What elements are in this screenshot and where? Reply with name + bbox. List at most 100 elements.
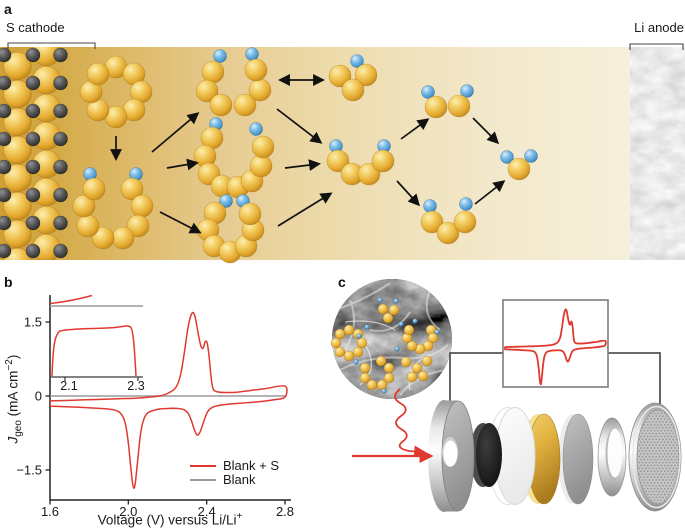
li2s8-open-ring [72,167,154,250]
carbon-sphere [53,243,68,259]
panel-label-b: b [4,274,13,290]
sulfur-sphere [383,362,395,374]
lithium-sphere [219,194,233,208]
lithium-sphere [350,54,364,68]
y-axis-label-exp: −2 [3,359,15,371]
s8-ring [79,55,153,129]
lithium-sphere [394,346,400,352]
sulfur-sphere [126,214,150,238]
reaction-arrow [400,118,430,140]
inset-plateau-curve [51,325,137,377]
sulfur-sphere [417,370,429,382]
li2s3-molecule [420,197,477,245]
y-axis-label-j: J [5,436,21,444]
cell-cap-with-hole [428,400,475,512]
panel-label-a: a [4,1,12,17]
sulfur-sphere [357,162,381,186]
legend-row-blank-s: Blank + S [190,459,279,473]
sulfur-sphere [366,379,378,391]
cell-spacer-ring [597,417,627,497]
sulfur-sphere [3,79,32,109]
sem-ring-right [401,324,439,355]
carbon-sphere [53,131,68,147]
sulfur-sphere [427,332,439,344]
sulfur-sphere [3,135,32,165]
sulfur-sphere [3,191,32,221]
y-axis-label-units: (mA cm [5,370,21,421]
reaction-arrow [277,192,333,227]
wire-left [449,352,503,404]
reaction-arrow [159,211,202,234]
carbon-sphere [0,75,12,91]
sulfur-sphere [209,93,233,117]
carbon-sphere [53,187,68,203]
lithium-sphere [421,85,435,99]
lithium-sphere [434,329,440,335]
sulfur-sphere [507,157,531,181]
li2s-molecule [500,149,538,181]
carbon-sphere [0,159,12,175]
lithium-sphere [381,388,387,394]
sulfur-sphere [248,78,272,102]
li-anode-label: Li anode [634,20,684,35]
lithium-sphere [356,333,362,339]
sulfur-sphere [421,355,433,367]
reaction-arrows [110,74,506,234]
li2s6-chain-top [195,47,272,117]
carbon-sphere [25,131,41,147]
sulfur-sphere [201,60,225,84]
panel-label-c: c [338,274,346,290]
lithium-sphere [398,321,404,327]
sulfur-sphere [3,51,32,81]
sulfur-sphere [328,64,352,88]
sulfur-sphere [406,371,418,383]
lithium-sphere [500,150,514,164]
sulfur-sphere [343,350,355,362]
carbon-sphere [0,131,12,147]
carbon-sphere [25,243,41,259]
panel-c-cell-schematic [330,279,682,512]
sulfur-sphere [356,337,368,349]
reaction-arrow [474,180,506,205]
sulfur-sphere [359,372,371,384]
lithium-sphere [460,84,474,98]
x-tick-label: 2.8 [276,504,294,519]
sulfur-sphere [354,63,378,87]
sulfur-sphere [376,379,388,391]
sulfur-sphere [91,226,115,250]
legend-row-blank: Blank [190,473,279,487]
reaction-arrow [396,180,421,207]
axis-ticks: 1.6 2.0 2.4 2.8 1.5 0 −1.5 [16,315,294,519]
sulfur-sphere [195,79,219,103]
legend-label-blank: Blank [223,472,256,487]
sulfur-sphere [330,337,342,349]
lithium-sphere [364,324,370,330]
reaction-arrow [166,158,199,171]
chart-legend: Blank + S Blank [190,459,279,487]
cv-inset: 2.1 2.3 [49,294,145,393]
sulfur-sphere [82,177,106,201]
li2s6-chain-bottom [196,194,265,264]
sulfur-sphere [326,149,350,173]
carbon-sphere [53,215,68,231]
sem-ring-bottom [359,355,395,391]
carbon-sphere [0,47,12,63]
cell-mesh-cap [628,402,682,512]
sulfur-sphere [382,312,394,324]
x-tick-label: 2.4 [198,504,216,519]
lithium-sphere [524,149,538,163]
sulfur-sphere [120,177,144,201]
sulfur-sphere [86,62,110,86]
x-axis-label-main: Voltage (V) versus Li/Li [97,512,237,528]
lithium-sphere [245,47,259,61]
sem-ring-left [330,324,368,362]
carbon-sphere [0,215,12,231]
sulfur-sphere [72,194,96,218]
sulfur-sphere [334,328,346,340]
sulfur-sphere [420,210,444,234]
sulfur-sphere [244,58,268,82]
sulfur-sphere [341,78,365,102]
sulfur-sphere [3,107,32,137]
sulfur-sphere [411,362,423,374]
